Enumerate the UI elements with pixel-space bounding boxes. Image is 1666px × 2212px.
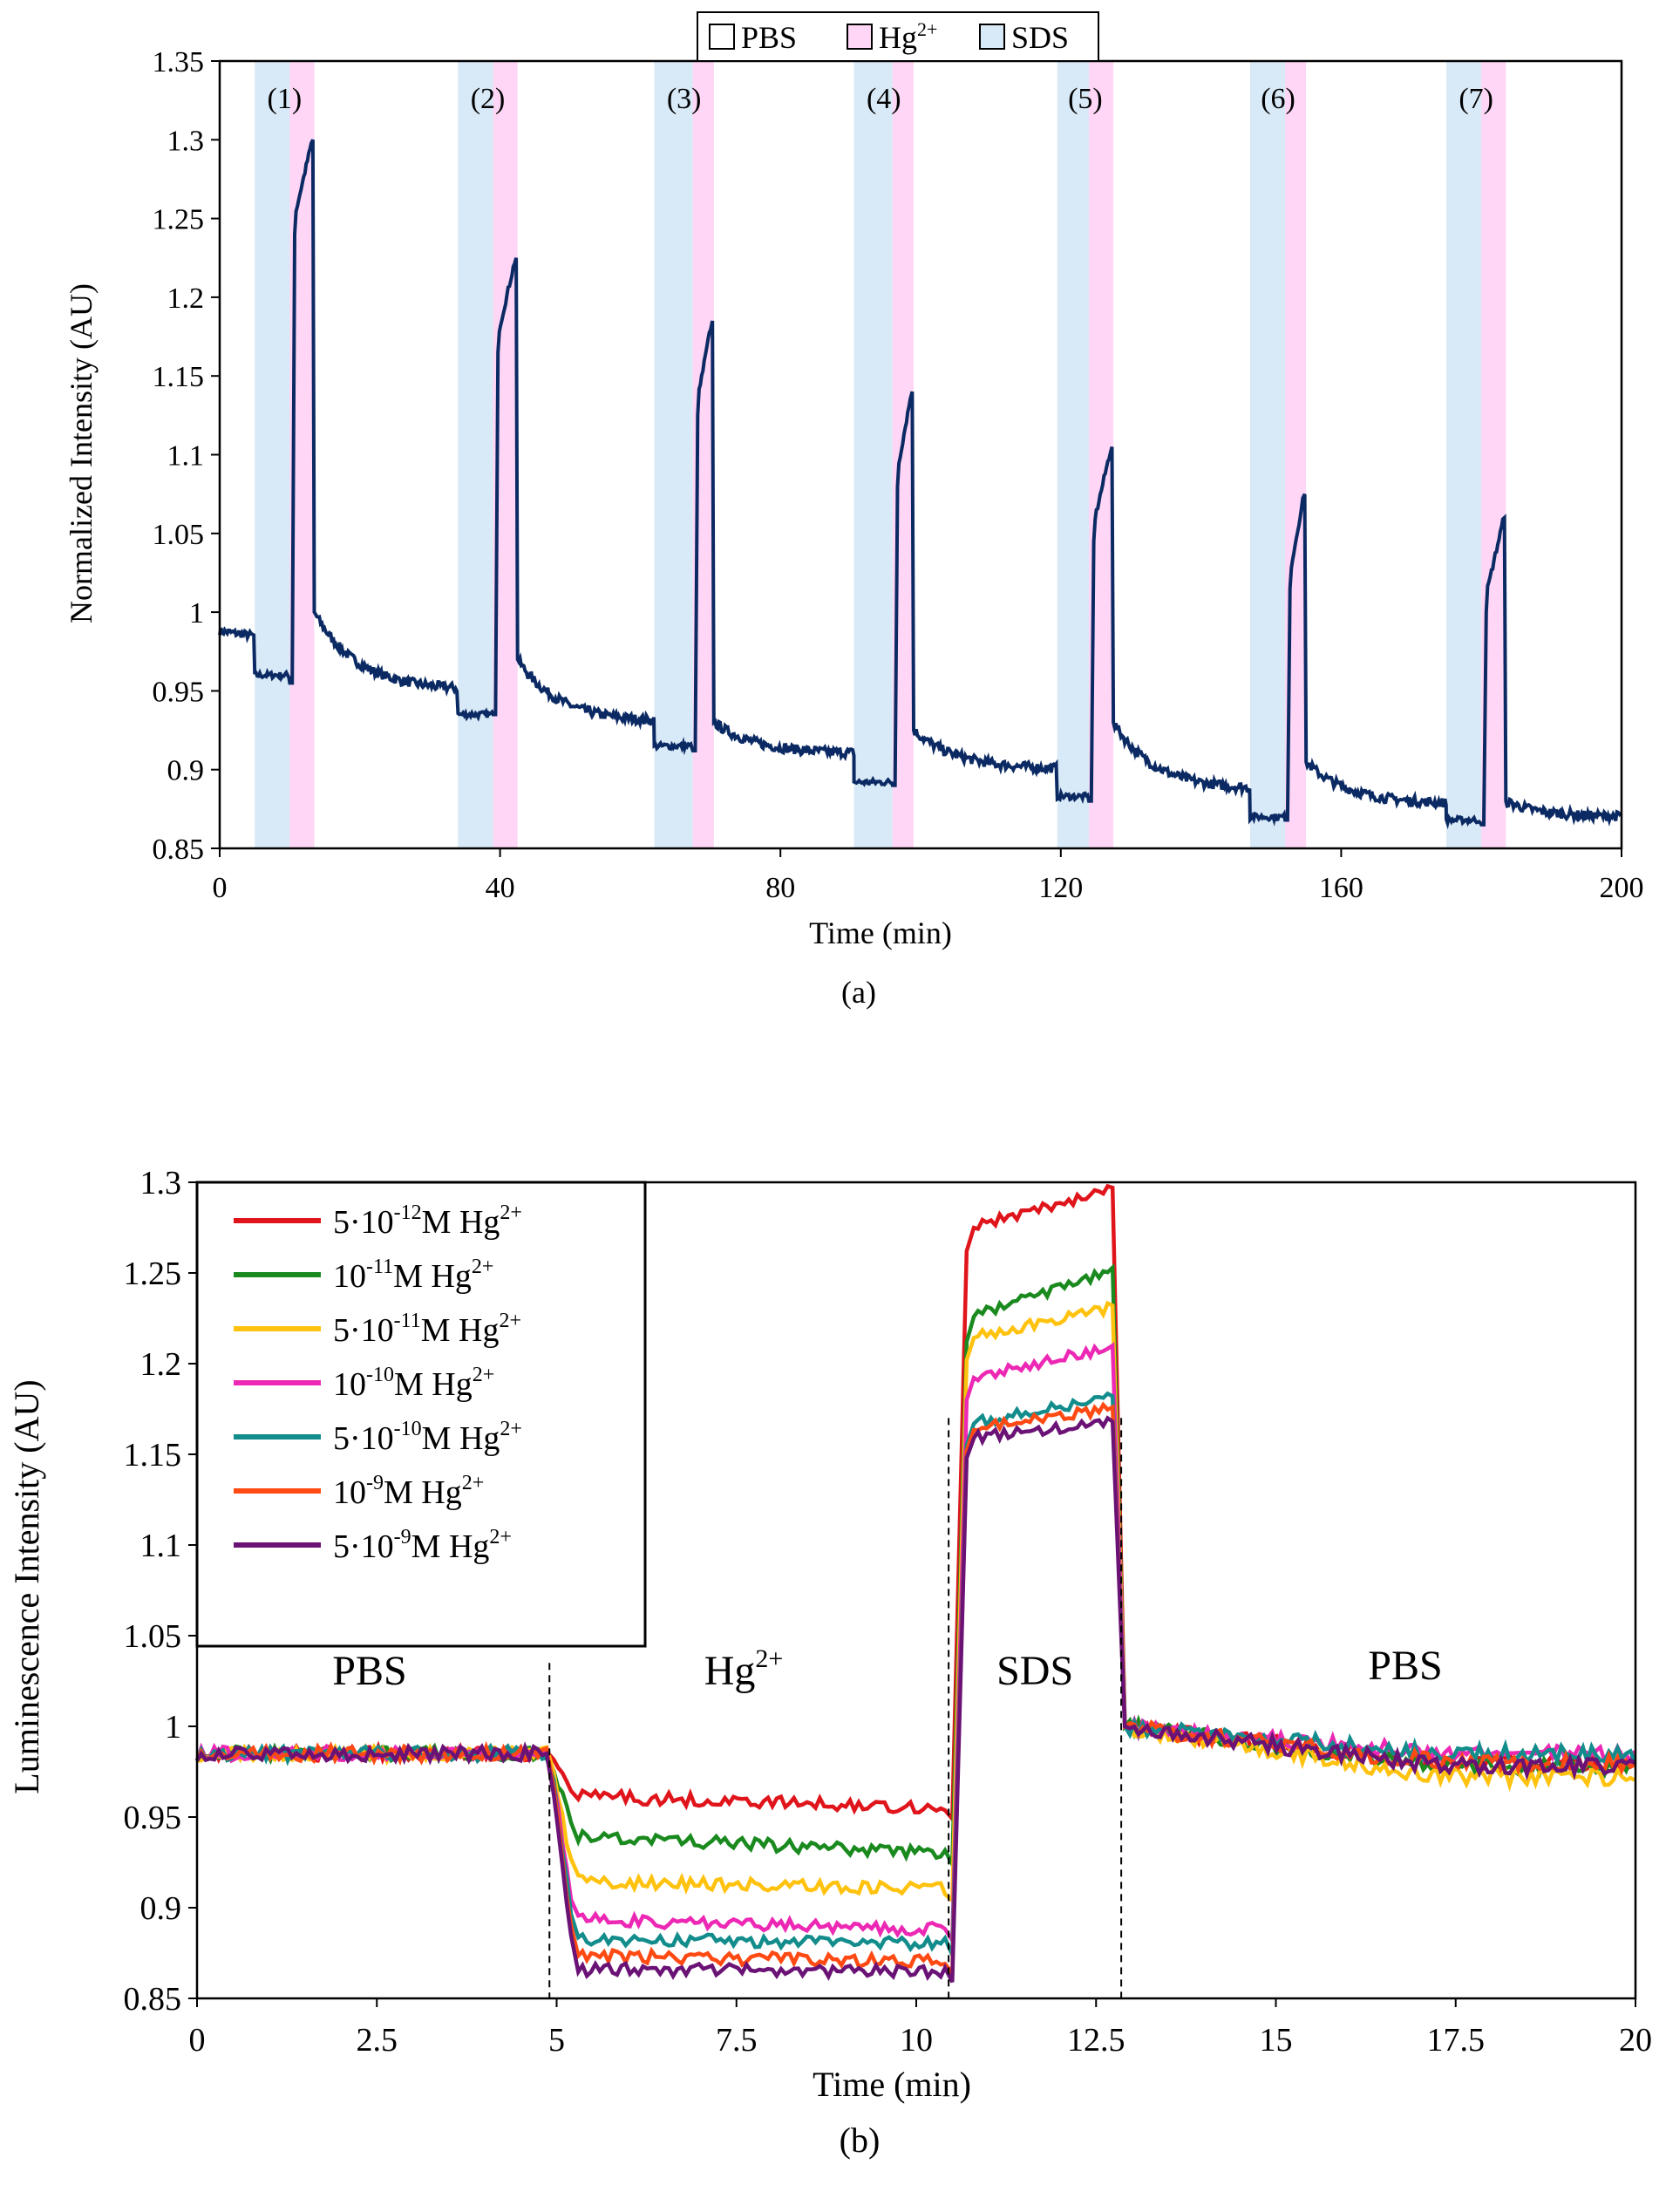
phase-labels: PBS Hg2+ SDS PBS <box>332 1643 1442 1694</box>
legend-label-pbs: PBS <box>741 20 797 55</box>
y-tick-labels-b: 0.85 0.9 0.95 1 1.05 1.1 1.15 1.2 1.25 1.3 <box>124 1165 182 2018</box>
cycle-labels: (1) (2) (3) (4) (5) (6) (7) <box>268 83 1493 115</box>
y-tick-label-b: 1.1 <box>140 1528 182 1564</box>
y-tick-label-a: 1 <box>189 597 204 630</box>
cycle-label: (2) <box>471 83 506 115</box>
phase-label: PBS <box>332 1648 406 1694</box>
legend-label-b: 5·10-11M Hg2+ <box>333 1310 521 1349</box>
legend-label-b: 5·10-12M Hg2+ <box>333 1201 522 1241</box>
caption-a: (a) <box>841 975 876 1010</box>
y-tick-label-a: 1.15 <box>153 361 205 393</box>
chart-a: (1) (2) (3) (4) (5) (6) (7) 0.85 0.9 0.95 1 1.05 1.… <box>64 11 1644 1010</box>
y-tick-label-b: 1.15 <box>124 1437 182 1474</box>
cycle-label: (6) <box>1261 83 1295 115</box>
legend-swatch-pbs <box>709 24 735 50</box>
legend-b: 5·10-12M Hg2+ 10-11M Hg2+ 5·10-11M Hg2+ 10-… <box>195 1181 647 1648</box>
y-tick-label-b: 1.25 <box>124 1256 182 1292</box>
cycle-label: (7) <box>1459 83 1493 115</box>
x-tick-label-a: 0 <box>213 872 228 904</box>
axis-ticks-a <box>211 60 1622 857</box>
phase-label: PBS <box>1368 1643 1442 1689</box>
y-tick-label-a: 1.25 <box>153 204 205 236</box>
chart-b: PBS Hg2+ SDS PBS 0.85 0.9 0.95 1 1.05 1.1 1.15 1.2… <box>7 1165 1652 2160</box>
legend-label-b: 10-9M Hg2+ <box>333 1472 484 1511</box>
cycle-label: (3) <box>667 83 702 115</box>
legend-label-b: 5·10-9M Hg2+ <box>333 1526 512 1565</box>
cycle-label: (4) <box>867 83 901 115</box>
phase-bands-a <box>255 61 1506 848</box>
cycle-label: (1) <box>268 83 303 115</box>
x-tick-label-a: 80 <box>765 872 795 904</box>
series-lines-b <box>194 1183 1637 1984</box>
sds-band-7 <box>1446 61 1482 848</box>
sds-band-6 <box>1249 61 1286 848</box>
series-line-b-7 <box>195 1415 1636 1984</box>
y-tick-label-a: 1.05 <box>153 519 205 551</box>
legend-label-b: 5·10-10M Hg2+ <box>333 1418 522 1457</box>
y-tick-label-a: 0.95 <box>153 676 205 708</box>
x-axis-label-a: Time (min) <box>809 915 952 950</box>
sds-band-5 <box>1057 61 1089 848</box>
x-tick-label-b: 10 <box>900 2022 933 2059</box>
plot-frame-a <box>218 59 1623 850</box>
sds-band-2 <box>458 61 493 848</box>
x-tick-label-b: 0 <box>189 2022 206 2059</box>
legend-swatch-sds <box>979 24 1005 50</box>
legend-a-frame <box>697 11 1099 62</box>
x-tick-label-b: 12.5 <box>1067 2022 1125 2059</box>
series-line-a <box>218 139 1622 830</box>
legend-label-b: 10-10M Hg2+ <box>333 1364 494 1403</box>
y-tick-label-b: 1.05 <box>124 1618 182 1655</box>
y-tick-label-b: 1.3 <box>140 1165 182 1201</box>
y-tick-label-b: 0.9 <box>140 1890 182 1927</box>
x-tick-labels-a: 0 40 80 120 160 200 <box>213 872 1644 904</box>
y-tick-label-a: 1.2 <box>167 282 205 315</box>
y-tick-labels-a: 0.85 0.9 0.95 1 1.05 1.1 1.15 1.2 1.25 1.3 1.35 <box>153 46 205 866</box>
legend-label-hg: Hg2+ <box>879 18 937 55</box>
y-tick-label-a: 0.85 <box>153 834 205 866</box>
x-axis-label-b: Time (min) <box>813 2065 971 2104</box>
legend-swatch-hg <box>847 24 873 50</box>
y-tick-label-a: 1.35 <box>153 46 205 78</box>
legend-a: PBS Hg2+ SDS <box>697 11 1099 62</box>
x-tick-label-a: 200 <box>1600 872 1644 904</box>
legend-label-sds: SDS <box>1011 20 1069 55</box>
legend-label-b: 10-11M Hg2+ <box>333 1256 493 1295</box>
sds-band-3 <box>654 61 693 848</box>
x-tick-label-b: 15 <box>1260 2022 1293 2059</box>
x-tick-label-b: 17.5 <box>1427 2022 1486 2059</box>
x-tick-label-a: 40 <box>486 872 515 904</box>
y-tick-label-b: 0.95 <box>124 1800 182 1836</box>
x-tick-label-b: 5 <box>548 2022 565 2059</box>
phase-label: SDS <box>996 1648 1073 1694</box>
x-tick-label-b: 7.5 <box>716 2022 758 2059</box>
x-tick-label-b: 20 <box>1619 2022 1652 2059</box>
y-tick-label-b: 1 <box>165 1709 181 1746</box>
x-tick-label-a: 160 <box>1319 872 1363 904</box>
cycle-label: (5) <box>1068 83 1103 115</box>
legend-b-frame <box>195 1181 647 1648</box>
x-tick-labels-b: 0 2.5 5 7.5 10 12.5 15 17.5 20 <box>189 2022 1653 2059</box>
caption-b: (b) <box>840 2120 881 2160</box>
y-tick-label-a: 1.1 <box>167 440 205 473</box>
y-tick-label-b: 0.85 <box>124 1981 182 2018</box>
sds-band-4 <box>853 61 893 848</box>
phase-label: Hg2+ <box>704 1644 784 1694</box>
y-tick-label-a: 0.9 <box>167 755 205 787</box>
y-axis-label-a: Normalized Intensity (AU) <box>64 283 99 623</box>
x-tick-label-a: 120 <box>1038 872 1083 904</box>
y-axis-label-b: Luminescence Intensity (AU) <box>7 1379 46 1793</box>
y-tick-label-a: 1.3 <box>167 125 205 157</box>
y-tick-label-b: 1.2 <box>140 1346 182 1383</box>
x-tick-label-b: 2.5 <box>357 2022 398 2059</box>
axis-ticks-b <box>188 1181 1636 2007</box>
sds-band-1 <box>255 61 290 848</box>
